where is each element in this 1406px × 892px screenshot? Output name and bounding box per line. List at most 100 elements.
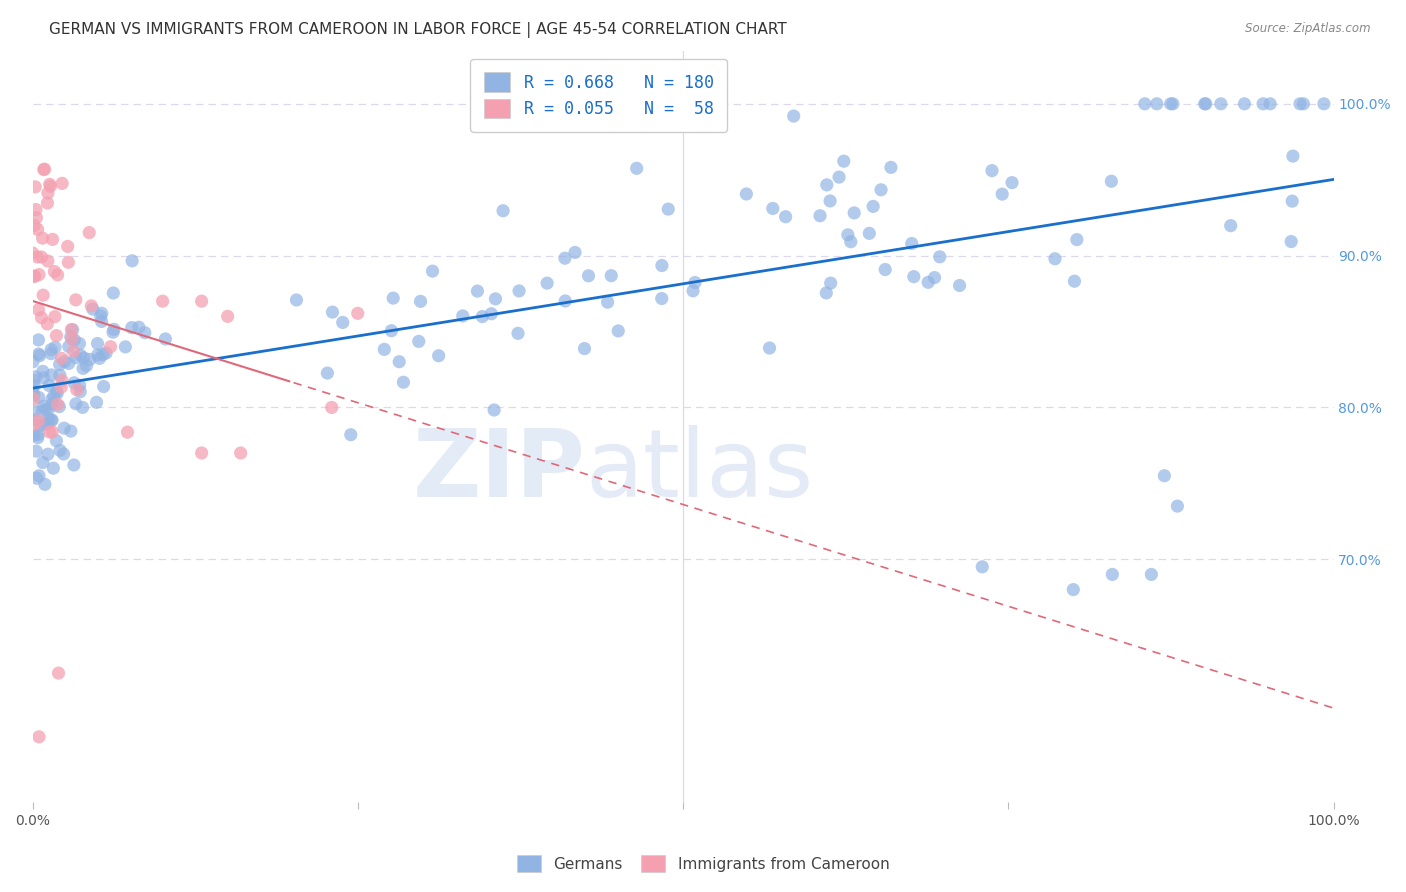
Point	[39, 413, 62, 427]
Point	[58, 255, 80, 269]
Point	[190, 294, 212, 309]
Point	[22, 392, 45, 406]
Point	[657, 202, 679, 216]
Point	[22, 428, 45, 442]
Point	[86, 395, 108, 409]
Point	[39, 343, 62, 357]
Point	[409, 294, 432, 309]
Point	[44, 340, 66, 354]
Point	[321, 401, 343, 415]
Point	[217, 310, 239, 324]
Point	[27, 347, 49, 361]
Point	[28, 468, 51, 483]
Point	[58, 340, 80, 354]
Point	[762, 202, 785, 216]
Point	[37, 447, 59, 461]
Point	[22, 378, 45, 392]
Point	[117, 425, 139, 440]
Point	[66, 383, 89, 397]
Point	[152, 294, 174, 309]
Point	[93, 379, 115, 393]
Point	[25, 202, 48, 217]
Point	[1001, 176, 1024, 190]
Point	[63, 458, 86, 472]
Point	[492, 203, 515, 218]
Point	[82, 302, 104, 317]
Point	[422, 264, 444, 278]
Point	[86, 336, 108, 351]
Point	[41, 413, 63, 427]
Point	[121, 253, 143, 268]
Point	[41, 425, 63, 439]
Point	[815, 178, 838, 192]
Point	[100, 340, 122, 354]
Point	[22, 388, 45, 402]
Point	[574, 342, 596, 356]
Point	[69, 336, 91, 351]
Point	[62, 323, 84, 337]
Point	[832, 154, 855, 169]
Point	[65, 397, 87, 411]
Point	[90, 306, 112, 320]
Point	[128, 320, 150, 334]
Point	[80, 299, 103, 313]
Point	[27, 302, 49, 317]
Point	[1153, 468, 1175, 483]
Point	[24, 269, 46, 284]
Point	[24, 369, 46, 384]
Point	[28, 349, 51, 363]
Point	[24, 413, 46, 427]
Point	[25, 471, 48, 485]
Point	[31, 404, 53, 418]
Point	[37, 186, 59, 200]
Point	[86, 348, 108, 362]
Point	[536, 276, 558, 290]
Point	[332, 315, 354, 329]
Point	[56, 239, 79, 253]
Point	[31, 455, 53, 469]
Point	[1161, 96, 1184, 111]
Point	[1043, 252, 1066, 266]
Point	[38, 378, 60, 392]
Point	[28, 391, 51, 405]
Point	[818, 194, 841, 208]
Point	[339, 427, 361, 442]
Point	[427, 349, 450, 363]
Legend: R = 0.668   N = 180, R = 0.055   N =  58: R = 0.668 N = 180, R = 0.055 N = 58	[470, 59, 727, 132]
Point	[101, 325, 124, 339]
Point	[46, 397, 69, 411]
Point	[651, 292, 673, 306]
Point	[607, 324, 630, 338]
Point	[758, 341, 780, 355]
Point	[828, 170, 851, 185]
Point	[22, 417, 45, 432]
Point	[651, 259, 673, 273]
Point	[103, 285, 125, 300]
Point	[683, 276, 706, 290]
Text: atlas: atlas	[585, 425, 814, 517]
Point	[48, 400, 70, 414]
Point	[1063, 274, 1085, 288]
Point	[51, 374, 73, 388]
Point	[34, 402, 56, 417]
Point	[34, 162, 56, 177]
Point	[45, 384, 67, 398]
Point	[89, 351, 111, 366]
Point	[484, 292, 506, 306]
Point	[1292, 96, 1315, 111]
Point	[77, 226, 100, 240]
Point	[479, 307, 502, 321]
Point	[44, 310, 66, 324]
Point	[1066, 233, 1088, 247]
Point	[60, 332, 83, 346]
Point	[31, 364, 53, 378]
Point	[880, 161, 903, 175]
Point	[32, 399, 55, 413]
Point	[63, 376, 86, 390]
Point	[41, 392, 63, 407]
Point	[1194, 96, 1216, 111]
Point	[1289, 96, 1312, 111]
Point	[25, 444, 48, 458]
Point	[30, 418, 52, 433]
Point	[1313, 96, 1336, 111]
